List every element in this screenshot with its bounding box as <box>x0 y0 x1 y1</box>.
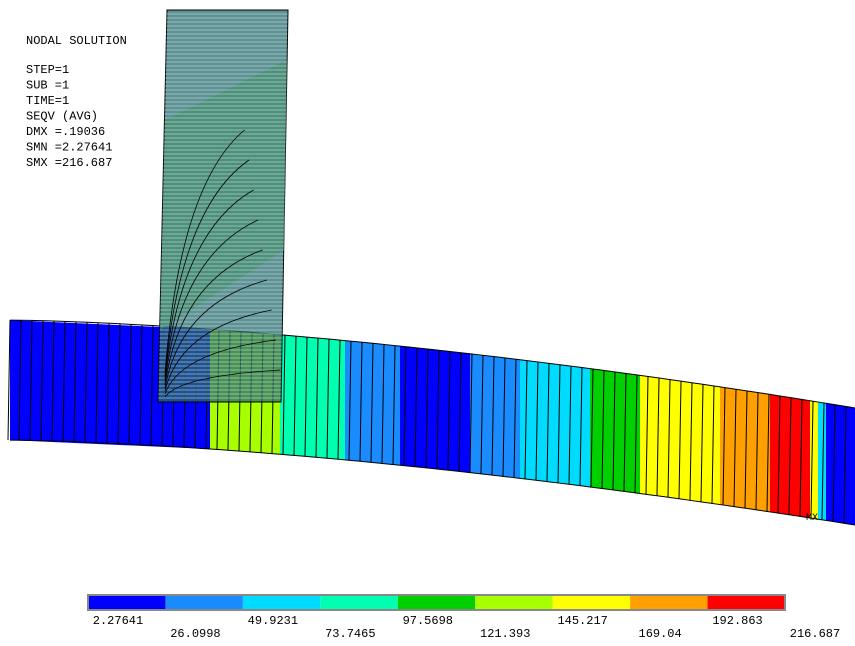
legend-label: 2.27641 <box>93 614 143 628</box>
info-title: NODAL SOLUTION <box>26 34 127 48</box>
background <box>0 0 855 646</box>
legend-swatch <box>320 595 397 610</box>
info-line: SUB =1 <box>26 79 69 93</box>
legend-label: 49.9231 <box>248 614 298 628</box>
legend-swatch <box>553 595 630 610</box>
legend-label: 73.7465 <box>325 627 375 641</box>
legend-swatch <box>165 595 242 610</box>
legend-label: 145.217 <box>557 614 607 628</box>
legend-swatch <box>630 595 707 610</box>
info-line: SMX =216.687 <box>26 156 112 170</box>
beam-region <box>280 335 345 460</box>
info-line: SEQV (AVG) <box>26 110 98 124</box>
legend-label: 192.863 <box>712 614 762 628</box>
legend-swatch <box>243 595 320 610</box>
beam-region <box>470 354 520 479</box>
page: {"info": {"title": "NODAL SOLUTION", "li… <box>0 0 855 646</box>
legend-label: 121.393 <box>480 627 530 641</box>
info-line: STEP=1 <box>26 63 69 77</box>
legend-label: 169.04 <box>639 627 682 641</box>
max-marker: MX <box>806 513 818 524</box>
beam-region <box>520 360 590 487</box>
legend-swatch <box>475 595 552 610</box>
legend-swatch <box>708 595 785 610</box>
legend-swatch <box>88 595 165 610</box>
viewport: NODAL SOLUTION STEP=1 SUB =1TIME=1 SEQV (A… <box>0 0 855 646</box>
legend-label: 26.0998 <box>170 627 220 641</box>
info-line: DMX =.19036 <box>26 125 105 139</box>
info-line: SMN =2.27641 <box>26 141 112 155</box>
legend-swatch <box>398 595 475 610</box>
beam-region <box>826 403 855 525</box>
info-line: TIME=1 <box>26 94 69 108</box>
legend-label: 216.687 <box>790 627 840 641</box>
legend-label: 97.5698 <box>403 614 453 628</box>
